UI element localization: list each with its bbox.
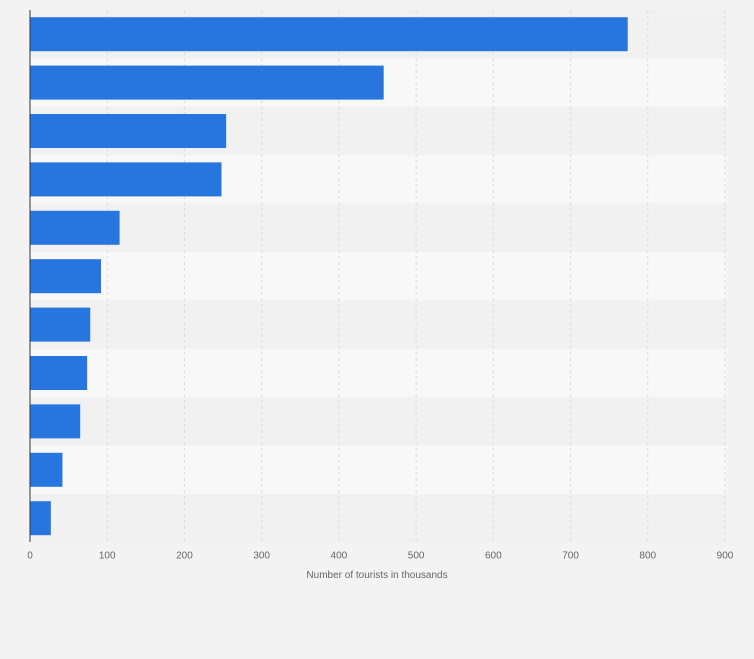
bar[interactable] bbox=[30, 307, 91, 342]
bar[interactable] bbox=[30, 65, 384, 100]
bar[interactable] bbox=[30, 356, 88, 390]
bar[interactable] bbox=[30, 17, 628, 52]
bar[interactable] bbox=[30, 259, 102, 294]
x-tick-label: 100 bbox=[99, 550, 116, 561]
row-band bbox=[30, 300, 727, 349]
x-tick-label: 500 bbox=[408, 550, 425, 561]
x-axis-title: Number of tourists in thousands bbox=[306, 570, 447, 581]
x-tick-labels: 0 100 200 300 400 500 600 700 800 900 bbox=[27, 550, 734, 561]
x-tick-label: 400 bbox=[331, 550, 348, 561]
bar[interactable] bbox=[30, 452, 63, 487]
row-band bbox=[30, 348, 727, 398]
bar[interactable] bbox=[30, 162, 222, 197]
row-band bbox=[30, 252, 727, 301]
x-tick-label: 0 bbox=[27, 550, 33, 561]
x-tick-label: 300 bbox=[253, 550, 270, 561]
bar[interactable] bbox=[30, 114, 227, 148]
row-band bbox=[30, 203, 727, 252]
x-tick-label: 600 bbox=[485, 550, 502, 561]
row-band bbox=[30, 494, 727, 543]
x-tick-label: 800 bbox=[639, 550, 656, 561]
row-band bbox=[30, 445, 727, 494]
x-tick-label: 200 bbox=[176, 550, 193, 561]
gridlines bbox=[106, 10, 726, 543]
bar[interactable] bbox=[30, 210, 120, 245]
row-band bbox=[30, 397, 727, 446]
bars bbox=[30, 17, 628, 536]
bar[interactable] bbox=[30, 404, 81, 439]
x-tick-label: 900 bbox=[717, 550, 734, 561]
bar[interactable] bbox=[30, 501, 51, 536]
x-tick-label: 700 bbox=[562, 550, 579, 561]
